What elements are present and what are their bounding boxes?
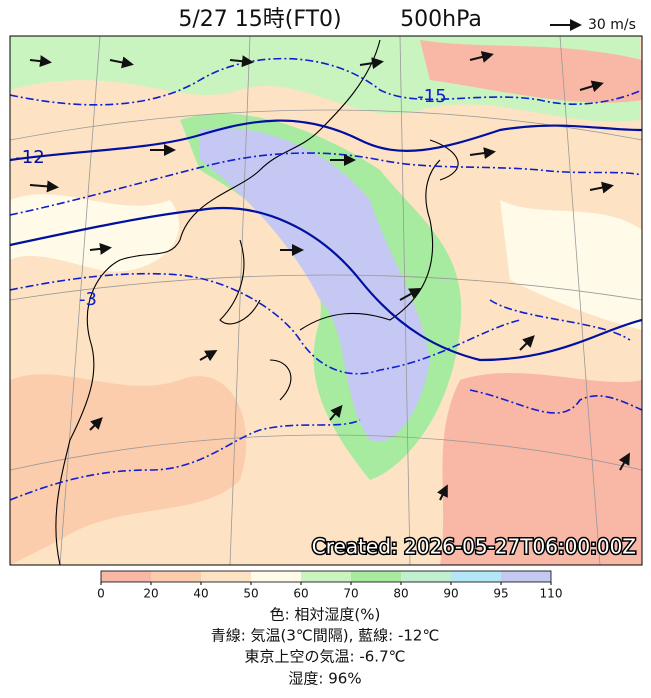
colorbar-segment: [101, 571, 151, 582]
colorbar-segment: [251, 571, 301, 582]
title: 5/27 15時(FT0): [178, 7, 341, 32]
colorbar-segment: [301, 571, 351, 582]
colorbar-tick-label: 90: [443, 587, 458, 601]
graticule: [10, 36, 642, 565]
colorbar: 0 20 40 50 60 70 80 90 95 110: [97, 570, 563, 601]
colorbar-tick-label: 110: [540, 587, 563, 601]
contour-label: -15: [417, 86, 446, 107]
colorbar-segment: [401, 571, 451, 582]
contour-label: -3: [79, 289, 97, 310]
colorbar-segment: [201, 571, 251, 582]
colorbar-segment: [151, 571, 201, 582]
contour-label: -12: [15, 147, 44, 168]
colorbar-tick-label: 0: [97, 587, 105, 601]
colorbar-tick-label: 95: [493, 587, 508, 601]
colorbar-tick-label: 60: [293, 587, 308, 601]
colorbar-frame: [100, 570, 552, 583]
colorbar-tick-label: 80: [393, 587, 408, 601]
wind-vectors: [29, 51, 630, 501]
colorbar-segment: [451, 571, 501, 582]
coastline: [55, 39, 459, 565]
map: -15 -12 -3 Created: 2026-05-27T06:00:00Z: [10, 36, 642, 565]
caption-line: 青線: 気温(3℃間隔), 藍線: -12℃: [211, 627, 440, 645]
caption-line: 東京上空の気温: -6.7℃: [245, 648, 406, 666]
colorbar-tick-label: 40: [193, 587, 208, 601]
level: 500hPa: [400, 7, 482, 32]
caption-line: 湿度: 96%: [288, 670, 361, 688]
map-frame: [9, 35, 643, 566]
wind-legend: 30 m/s: [588, 17, 636, 33]
colorbar-segment: [501, 571, 551, 582]
colorbar-tick-label: 70: [343, 587, 358, 601]
created-stamp: Created: 2026-05-27T06:00:00Z: [312, 535, 636, 559]
caption-line: 色: 相対湿度(%): [270, 606, 381, 624]
colorbar-segment: [351, 571, 401, 582]
colorbar-tick-label: 20: [143, 587, 158, 601]
colorbar-tick-label: 50: [243, 587, 258, 601]
